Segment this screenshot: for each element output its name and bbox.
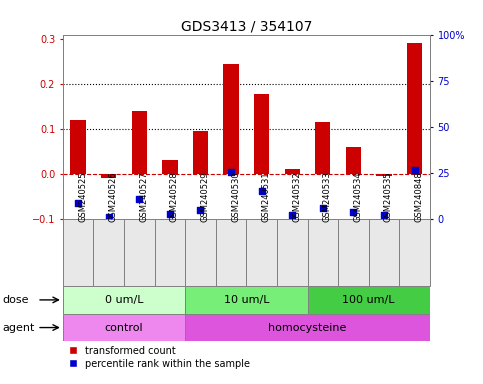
Text: control: control bbox=[105, 323, 143, 333]
Text: 0 um/L: 0 um/L bbox=[105, 295, 143, 305]
Bar bbox=[185, 286, 308, 314]
Point bbox=[166, 211, 174, 217]
Text: 10 um/L: 10 um/L bbox=[224, 295, 269, 305]
Text: GSM240532: GSM240532 bbox=[292, 172, 301, 222]
Point bbox=[197, 207, 204, 213]
Text: GSM240530: GSM240530 bbox=[231, 172, 240, 222]
Bar bbox=[308, 219, 338, 286]
Legend: transformed count, percentile rank within the sample: transformed count, percentile rank withi… bbox=[68, 346, 250, 369]
Point bbox=[350, 209, 357, 215]
Bar bbox=[369, 219, 399, 286]
Bar bbox=[101, 174, 116, 179]
Bar bbox=[162, 161, 177, 174]
Point bbox=[135, 195, 143, 202]
Text: GSM240528: GSM240528 bbox=[170, 172, 179, 222]
Bar bbox=[71, 120, 86, 174]
Bar bbox=[223, 64, 239, 174]
Bar bbox=[308, 286, 430, 314]
Text: GSM240525: GSM240525 bbox=[78, 172, 87, 222]
Point bbox=[74, 200, 82, 206]
Bar bbox=[185, 314, 430, 341]
Bar bbox=[185, 219, 216, 286]
Point bbox=[411, 167, 418, 174]
Bar bbox=[193, 131, 208, 174]
Text: GSM240527: GSM240527 bbox=[139, 172, 148, 222]
Bar bbox=[407, 43, 422, 174]
Point bbox=[288, 212, 296, 218]
Text: dose: dose bbox=[2, 295, 29, 305]
Text: agent: agent bbox=[2, 323, 35, 333]
Title: GDS3413 / 354107: GDS3413 / 354107 bbox=[181, 20, 312, 33]
Bar bbox=[155, 219, 185, 286]
Bar bbox=[124, 219, 155, 286]
Bar bbox=[93, 219, 124, 286]
Text: GSM240848: GSM240848 bbox=[414, 172, 424, 222]
Point bbox=[105, 214, 113, 220]
Bar bbox=[216, 219, 246, 286]
Text: GSM240534: GSM240534 bbox=[354, 172, 362, 222]
Text: GSM240535: GSM240535 bbox=[384, 172, 393, 222]
Bar bbox=[246, 219, 277, 286]
Text: homocysteine: homocysteine bbox=[269, 323, 347, 333]
Bar bbox=[131, 111, 147, 174]
Bar bbox=[63, 314, 185, 341]
Text: GSM240533: GSM240533 bbox=[323, 172, 332, 222]
Text: GSM240529: GSM240529 bbox=[200, 172, 210, 222]
Bar bbox=[346, 147, 361, 174]
Text: GSM240531: GSM240531 bbox=[262, 172, 270, 222]
Bar bbox=[376, 174, 392, 176]
Bar bbox=[277, 219, 308, 286]
Bar bbox=[315, 122, 330, 174]
Point bbox=[258, 188, 266, 194]
Bar bbox=[338, 219, 369, 286]
Bar bbox=[284, 169, 300, 174]
Bar bbox=[63, 286, 185, 314]
Point bbox=[227, 169, 235, 175]
Point bbox=[319, 205, 327, 211]
Point bbox=[380, 212, 388, 218]
Text: 100 um/L: 100 um/L bbox=[342, 295, 395, 305]
Bar bbox=[399, 219, 430, 286]
Bar bbox=[63, 219, 93, 286]
Text: GSM240526: GSM240526 bbox=[109, 172, 118, 222]
Bar bbox=[254, 94, 270, 174]
